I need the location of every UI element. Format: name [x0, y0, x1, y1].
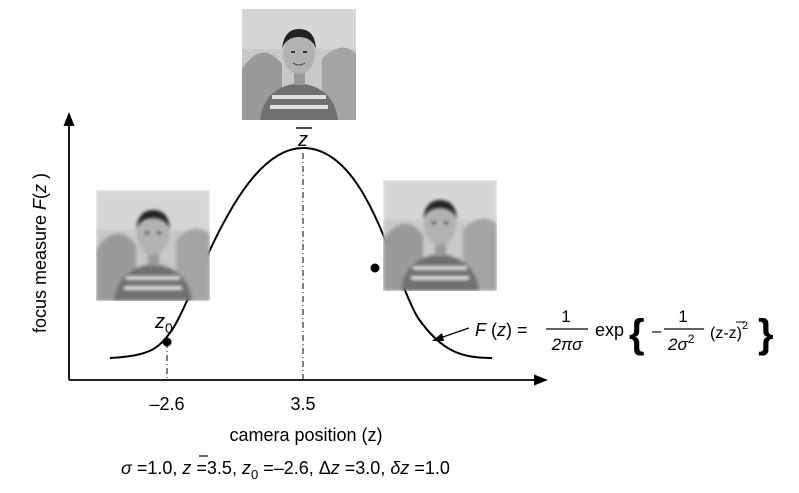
photo-right — [383, 180, 497, 291]
formula-lhs: F (z) = — [475, 320, 528, 340]
photo-top — [242, 9, 356, 120]
focus-curve — [109, 146, 493, 359]
peak-label: z — [297, 129, 308, 151]
brace-open: { — [629, 312, 645, 356]
tick-label-left: –2.6 — [149, 394, 184, 414]
frac2-numerator: 1 — [678, 307, 687, 326]
tick-label-center: 3.5 — [290, 394, 315, 414]
formula: F (z) = 1 2πσ exp { – 1 2σ2 (z-z)2 } — [475, 307, 774, 356]
z0-label: z0 — [154, 311, 173, 336]
frac1-numerator: 1 — [561, 307, 570, 326]
frac2-denominator: 2σ2 — [667, 332, 695, 354]
frac1-denominator: 2πσ — [551, 335, 584, 354]
z0-point — [162, 337, 172, 347]
brace-close: } — [758, 312, 774, 356]
y-axis-arrowhead — [63, 112, 75, 126]
formula-pointer-line — [439, 327, 470, 339]
y-axis-label: focus measure F(z ) — [30, 173, 50, 333]
formula-exp: exp — [595, 320, 624, 340]
formula-minus: – — [652, 321, 662, 340]
formula-tail: (z-z)2 — [710, 320, 748, 342]
parameters-line: σ =1.0, z =3.5, z0 =–2.6, Δz =3.0, δz =1… — [121, 458, 450, 482]
x-axis-label: camera position (z) — [229, 425, 382, 445]
formula-pointer-arrowhead — [432, 333, 444, 341]
right-point — [370, 263, 380, 273]
photo-left — [96, 190, 210, 301]
x-axis-arrowhead — [534, 374, 548, 386]
